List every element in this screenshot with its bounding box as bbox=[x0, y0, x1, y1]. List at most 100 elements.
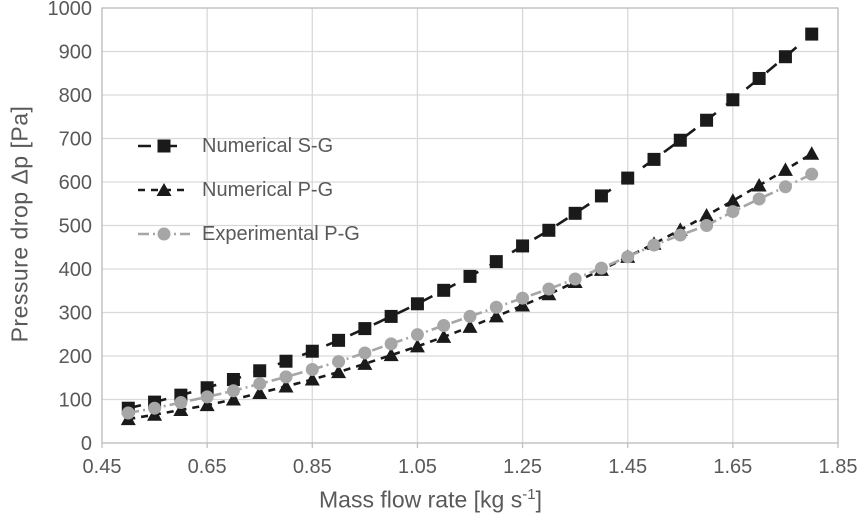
circle-marker bbox=[700, 219, 714, 232]
triangle-marker bbox=[515, 298, 531, 312]
square-marker bbox=[673, 133, 687, 147]
y-tick-label: 600 bbox=[59, 172, 92, 194]
circle-marker bbox=[673, 228, 687, 242]
circle-marker bbox=[516, 291, 530, 305]
x-axis-tick-labels: 0.45 0.65 0.85 1.05 1.25 1.45 1.65 1.85 bbox=[83, 456, 858, 478]
circle-marker bbox=[384, 337, 398, 351]
y-axis-title: Pressure drop Δp [Pa] bbox=[6, 105, 33, 343]
square-marker bbox=[410, 297, 424, 311]
triangle-marker bbox=[331, 364, 347, 379]
square-marker bbox=[384, 309, 398, 323]
triangle-marker bbox=[462, 319, 478, 333]
x-tick-label: 0.65 bbox=[188, 456, 227, 478]
x-axis-tick-marks bbox=[101, 443, 839, 448]
circle-marker bbox=[805, 167, 819, 181]
legend-sample-square-icon bbox=[138, 139, 190, 153]
circle-marker bbox=[121, 406, 135, 420]
legend-item-numerical-pg: Numerical P-G bbox=[136, 168, 360, 212]
y-tick-label: 900 bbox=[59, 42, 92, 64]
triangle-marker bbox=[699, 207, 715, 222]
circle-marker bbox=[226, 384, 240, 398]
y-axis-tick-labels: 0 100 200 300 400 500 600 700 800 900 1000 bbox=[48, 0, 93, 455]
square-marker bbox=[305, 344, 319, 358]
circle-marker bbox=[305, 362, 319, 376]
circle-marker bbox=[594, 261, 608, 275]
square-marker bbox=[568, 206, 582, 220]
circle-marker bbox=[542, 282, 556, 296]
y-tick-label: 800 bbox=[59, 85, 92, 107]
x-axis-title-superscript: -1 bbox=[522, 486, 536, 503]
y-tick-label: 400 bbox=[59, 259, 92, 281]
triangle-marker bbox=[199, 397, 215, 412]
square-marker bbox=[226, 372, 240, 386]
circle-marker bbox=[332, 355, 346, 369]
x-tick-label: 1.05 bbox=[398, 456, 437, 478]
square-marker bbox=[647, 152, 661, 166]
legend-label-numerical-pg: Numerical P-G bbox=[202, 178, 334, 201]
triangle-marker bbox=[409, 338, 425, 353]
legend-item-experimental-pg: Experimental P-G bbox=[136, 212, 360, 256]
triangle-marker bbox=[304, 371, 320, 386]
y-tick-label: 100 bbox=[59, 390, 92, 412]
x-tick-label: 0.45 bbox=[83, 456, 122, 478]
circle-marker bbox=[489, 300, 503, 314]
square-marker bbox=[621, 171, 635, 185]
circle-marker bbox=[621, 250, 635, 264]
x-tick-label: 1.85 bbox=[819, 456, 858, 478]
triangle-marker bbox=[804, 146, 820, 160]
square-marker bbox=[200, 381, 214, 395]
triangle-marker bbox=[751, 177, 767, 192]
circle-marker bbox=[410, 328, 424, 342]
triangle-marker bbox=[725, 193, 741, 207]
circle-marker bbox=[279, 370, 293, 384]
legend-sample-circle-icon bbox=[138, 227, 190, 241]
square-marker bbox=[778, 50, 792, 64]
legend: Numerical S-G Numerical P-G Experimental… bbox=[136, 124, 360, 256]
x-axis-title: Mass flow rate [kg s-1] bbox=[0, 486, 861, 514]
y-tick-label: 0 bbox=[81, 433, 92, 455]
x-axis-title-text: Mass flow rate [kg s bbox=[319, 486, 523, 513]
square-marker bbox=[437, 283, 451, 297]
circle-marker bbox=[174, 396, 188, 410]
triangle-marker bbox=[357, 356, 373, 370]
legend-item-numerical-sg: Numerical S-G bbox=[136, 124, 360, 168]
square-marker bbox=[752, 71, 766, 85]
x-tick-label: 1.65 bbox=[713, 456, 752, 478]
triangle-marker bbox=[488, 308, 504, 323]
circle-marker bbox=[568, 272, 582, 286]
legend-label-numerical-sg: Numerical S-G bbox=[202, 134, 334, 157]
circle-marker bbox=[647, 238, 661, 252]
plot-border bbox=[101, 7, 839, 444]
square-marker bbox=[726, 93, 740, 107]
square-marker bbox=[279, 354, 293, 368]
legend-sample-triangle-icon bbox=[138, 183, 190, 196]
square-marker bbox=[805, 27, 819, 41]
triangle-marker bbox=[173, 402, 189, 416]
square-marker bbox=[542, 223, 556, 237]
square-marker bbox=[463, 269, 477, 283]
square-marker bbox=[489, 255, 503, 269]
square-marker bbox=[332, 333, 346, 347]
square-marker bbox=[253, 364, 267, 378]
circle-marker bbox=[253, 377, 267, 391]
triangle-marker bbox=[252, 385, 268, 399]
triangle-marker bbox=[436, 329, 452, 343]
series-experimental-p-g bbox=[121, 167, 819, 420]
square-marker bbox=[516, 239, 530, 253]
y-tick-label: 200 bbox=[59, 346, 92, 368]
circle-marker bbox=[148, 401, 162, 415]
circle-marker bbox=[726, 205, 740, 219]
x-tick-label: 0.85 bbox=[293, 456, 332, 478]
y-tick-label: 700 bbox=[59, 129, 92, 151]
x-tick-label: 1.25 bbox=[503, 456, 542, 478]
y-tick-label: 300 bbox=[59, 303, 92, 325]
triangle-marker bbox=[383, 347, 399, 362]
triangle-marker bbox=[777, 162, 793, 176]
x-axis-title-suffix: ] bbox=[535, 486, 542, 513]
circle-marker bbox=[752, 192, 766, 206]
circle-marker bbox=[358, 346, 372, 360]
circle-marker bbox=[463, 309, 477, 323]
circle-marker bbox=[778, 180, 792, 194]
triangle-marker bbox=[278, 378, 294, 393]
